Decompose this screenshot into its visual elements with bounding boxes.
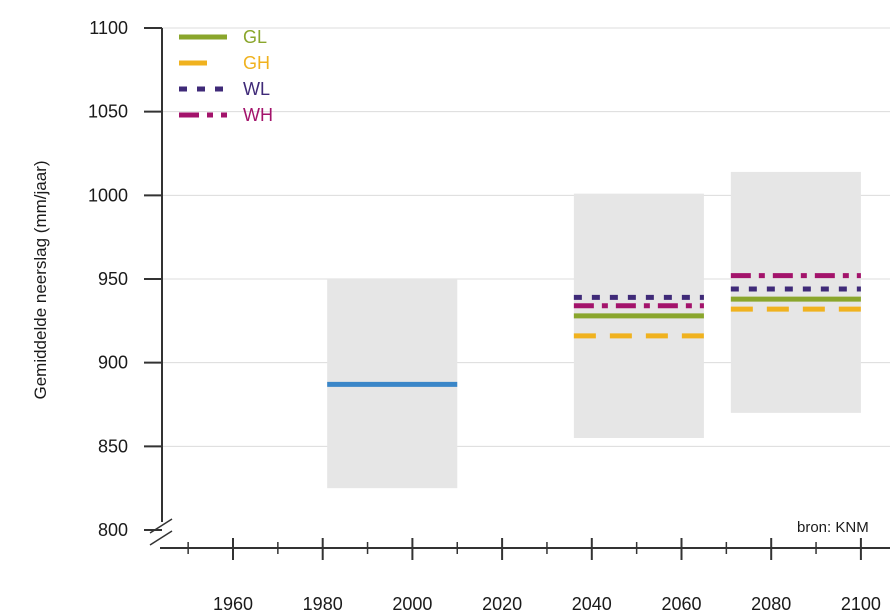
axes: 800 850 900 950 1000 1050 1100 1960 1980 2000 2020… [88, 18, 890, 614]
y-tick-label-900: 900 [98, 353, 128, 373]
legend-label-gh: GH [243, 53, 270, 73]
legend-label-wl: WL [243, 79, 270, 99]
x-tick-label-2080: 2080 [751, 594, 791, 614]
y-tick-label-1000: 1000 [88, 185, 128, 205]
grid-lines [162, 27, 890, 447]
y-tick-label-850: 850 [98, 436, 128, 456]
y-tick-label-1050: 1050 [88, 102, 128, 122]
legend-label-wh: WH [243, 105, 273, 125]
uncertainty-ranges [327, 171, 861, 489]
y-tick-label-1100: 1100 [89, 18, 128, 38]
source-note: bron: KNM [797, 519, 869, 536]
x-tick-label-2040: 2040 [572, 594, 612, 614]
x-tick-label-2100: 2100 [841, 594, 881, 614]
x-tick-label-2020: 2020 [482, 594, 522, 614]
y-tick-label-950: 950 [98, 269, 128, 289]
x-tick-label-2060: 2060 [661, 594, 701, 614]
x-tick-label-1980: 1980 [303, 594, 343, 614]
y-tick-label-800: 800 [98, 520, 128, 540]
legend: GL GH WL WH [179, 27, 273, 125]
legend-label-gl: GL [243, 27, 267, 47]
range-box-3 [730, 171, 861, 413]
x-tick-label-1960: 1960 [213, 594, 253, 614]
y-axis-title: Gemiddelde neerslag (mm/jaar) [31, 160, 50, 399]
x-tick-label-2000: 2000 [392, 594, 432, 614]
axis-break-lower [149, 530, 173, 546]
series-lines [327, 273, 861, 387]
